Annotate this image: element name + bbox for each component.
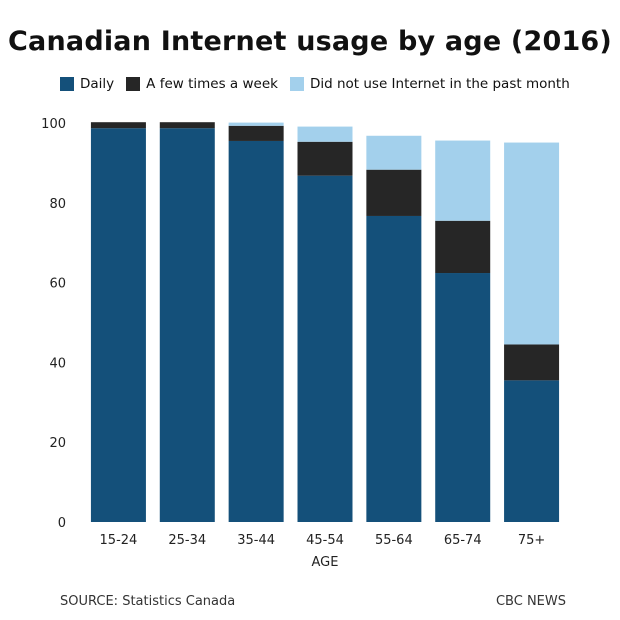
bar-75+-series-0 [504, 380, 560, 522]
legend-label-daily: Daily [80, 76, 115, 92]
source-note: SOURCE: Statistics Canada [60, 594, 236, 609]
bar-55-64-series-1 [366, 169, 422, 216]
x-tick-label-45-54: 45-54 [306, 533, 344, 548]
y-tick-label-0: 0 [58, 516, 66, 531]
x-tick-label-55-64: 55-64 [375, 533, 413, 548]
y-tick-label-20: 20 [49, 436, 66, 451]
x-tick-label-25-34: 25-34 [168, 533, 206, 548]
bar-15-24-series-1 [90, 122, 146, 129]
bar-75+-series-1 [504, 344, 560, 381]
legend-item-daily: Daily [60, 76, 114, 92]
legend-label-weekly: A few times a week [146, 76, 278, 92]
y-tick-label-80: 80 [49, 197, 66, 212]
bar-45-54-series-1 [297, 141, 353, 176]
legend-swatch-none [289, 77, 304, 91]
x-tick-label-15-24: 15-24 [100, 533, 138, 548]
x-tick-label-35-44: 35-44 [237, 533, 275, 548]
legend-item-weekly: A few times a week [126, 76, 278, 92]
x-tick-label-65-74: 65-74 [444, 533, 482, 548]
legend-label-none: Did not use Internet in the past month [309, 76, 570, 92]
x-axis-title: AGE [312, 555, 339, 570]
chart-title: Canadian Internet usage by age (2016) [8, 26, 612, 57]
x-tick-label-75+: 75+ [518, 533, 545, 548]
bar-35-44-series-1 [228, 125, 284, 141]
bar-75+-series-2 [504, 142, 560, 345]
bar-45-54-series-0 [297, 175, 353, 522]
publisher-credit: CBC NEWS [495, 594, 566, 609]
legend: Daily A few times a week Did not use Int… [60, 76, 582, 92]
legend-item-none: Did not use Internet in the past month [289, 76, 570, 92]
y-tick-label-40: 40 [49, 356, 66, 371]
legend-swatch-weekly [126, 77, 141, 91]
bar-55-64-series-0 [366, 215, 422, 523]
bar-25-34-series-1 [159, 122, 215, 129]
bar-65-74-series-1 [435, 220, 491, 274]
bar-55-64-series-2 [366, 135, 422, 170]
y-tick-label-100: 100 [41, 117, 66, 132]
bar-45-54-series-2 [297, 126, 353, 142]
y-tick-label-60: 60 [49, 277, 66, 292]
bar-35-44-series-2 [228, 122, 284, 126]
bar-65-74-series-2 [435, 140, 491, 221]
legend-swatch-daily [60, 77, 74, 91]
bar-35-44-series-0 [228, 140, 284, 522]
bar-65-74-series-0 [435, 273, 491, 522]
bar-25-34-series-0 [159, 128, 215, 522]
bar-15-24-series-0 [90, 128, 146, 522]
